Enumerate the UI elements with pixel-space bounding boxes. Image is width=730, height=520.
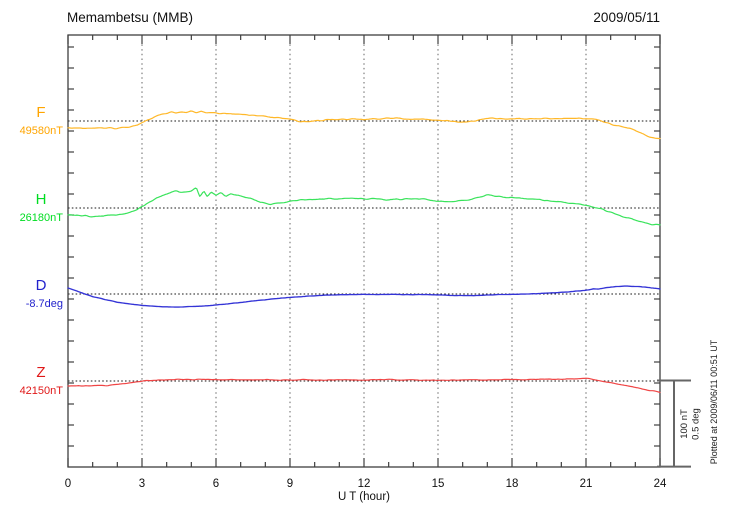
trace-F: [67, 110, 661, 140]
plot-date: 2009/05/11: [593, 10, 660, 25]
trace-Z: [67, 377, 661, 393]
x-tick-labels: 0 3 6 9 12 15 18 21 24: [65, 478, 667, 490]
component-letter-Z: Z: [36, 364, 45, 381]
component-labels: F 49580nT H 26180nT D -8.7deg Z 42150nT: [20, 104, 64, 397]
x-ticks: [67, 35, 661, 467]
component-letter-D: D: [36, 277, 47, 294]
component-letter-F: F: [36, 104, 45, 121]
component-baseline-value-F: 49580nT: [20, 125, 64, 137]
trace-H: [67, 187, 661, 226]
traces: [67, 110, 661, 393]
x-tick-label-9: 9: [287, 478, 293, 490]
scale-bar-label-deg: 0.5 deg: [691, 408, 702, 440]
x-tick-label-12: 12: [358, 478, 371, 490]
y-ticks: [68, 46, 660, 447]
component-letter-H: H: [36, 191, 47, 208]
x-tick-label-15: 15: [432, 478, 445, 490]
station-title: Memambetsu (MMB): [67, 10, 193, 25]
x-tick-label-18: 18: [506, 478, 519, 490]
x-axis-title: U T (hour): [338, 491, 390, 503]
component-baseline-value-D: -8.7deg: [26, 298, 63, 310]
plot-area: 0 3 6 9 12 15 18 21 24 F 49580nT H 26180nT D -8.7deg Z 4…: [20, 34, 691, 490]
x-tick-label-21: 21: [580, 478, 593, 490]
x-gridlines: [141, 35, 587, 467]
x-tick-label-3: 3: [139, 478, 145, 490]
component-baseline-value-Z: 42150nT: [20, 385, 64, 397]
x-tick-label-24: 24: [654, 478, 667, 490]
trace-D: [67, 285, 661, 308]
scale-bar-label-nt: 100 nT: [679, 409, 690, 439]
scale-bar: [657, 379, 691, 468]
plotted-at-note: Plotted at 2009/06/11 00:51 UT: [709, 339, 719, 464]
component-baseline-value-H: 26180nT: [20, 212, 64, 224]
x-tick-label-0: 0: [65, 478, 71, 490]
x-tick-label-6: 6: [213, 478, 219, 490]
